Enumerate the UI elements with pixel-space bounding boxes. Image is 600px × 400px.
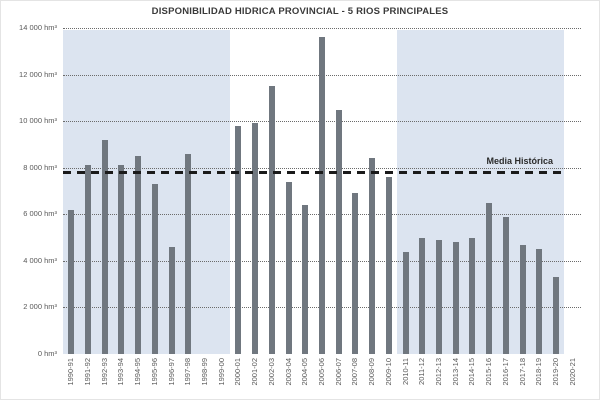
bar-2014-15 <box>469 237 476 354</box>
bar-2001-02 <box>252 123 259 354</box>
y-axis-label: 2 000 hm³ <box>23 302 57 312</box>
x-axis-label: 2008-09 <box>367 358 377 386</box>
bar-2012-13 <box>435 239 442 354</box>
bar-2015-16 <box>486 202 493 354</box>
gridline <box>63 28 581 29</box>
y-axis-label: 10 000 hm³ <box>19 116 57 126</box>
bar-2002-03 <box>268 86 275 354</box>
x-axis-label: 2014-15 <box>467 358 477 386</box>
x-axis-label: 1990-91 <box>66 358 76 386</box>
plot-area: Media Histórica <box>63 28 581 354</box>
media-historica-label: Media Histórica <box>486 156 553 167</box>
bar-1992-93 <box>101 139 108 354</box>
bar-2004-05 <box>302 204 309 354</box>
x-axis-label: 2011-12 <box>417 358 427 385</box>
x-axis-label: 2012-13 <box>433 358 443 386</box>
x-axis-label: 1995-96 <box>149 358 159 386</box>
x-axis-label: 2018-19 <box>534 358 544 386</box>
x-axis-label: 2016-17 <box>500 358 510 386</box>
chart-title: DISPONIBILIDAD HIDRICA PROVINCIAL - 5 RI… <box>151 6 449 17</box>
y-axis-label: 12 000 hm³ <box>19 69 57 79</box>
bar-1991-92 <box>85 165 92 354</box>
bar-2018-19 <box>536 249 543 354</box>
x-axis-label: 1999-00 <box>216 358 226 386</box>
bar-2019-20 <box>552 277 559 354</box>
y-axis-label: 0 hm³ <box>37 349 57 358</box>
x-axis-label: 1996-97 <box>166 358 176 386</box>
x-axis-label: 2009-10 <box>383 358 393 386</box>
y-axis-label: 4 000 hm³ <box>23 255 57 265</box>
bar-2009-10 <box>385 177 392 354</box>
x-axis-label: 2005-06 <box>317 358 326 386</box>
x-axis-label: 2001-02 <box>250 358 260 386</box>
x-axis-label: 2002-03 <box>266 358 276 386</box>
bar-1996-97 <box>168 246 175 354</box>
bar-2010-11 <box>402 251 409 354</box>
x-axis-label: 2015-16 <box>484 358 494 386</box>
bar-1995-96 <box>151 184 158 354</box>
bar-2000-01 <box>235 125 242 354</box>
bar-2003-04 <box>285 181 292 354</box>
x-axis-label: 2000-01 <box>233 358 243 386</box>
bar-1994-95 <box>135 156 142 354</box>
media-historica-line <box>63 171 561 175</box>
bar-2011-12 <box>419 237 426 354</box>
x-axis-label: 2017-18 <box>517 358 527 386</box>
y-axis-label: 8 000 hm³ <box>23 162 57 172</box>
bar-2007-08 <box>352 193 359 354</box>
bar-2005-06 <box>319 37 325 354</box>
bar-2006-07 <box>335 109 342 354</box>
bar-1990-91 <box>68 209 75 354</box>
x-axis-label: 2013-14 <box>450 358 460 386</box>
x-axis-label: 1992-93 <box>99 358 109 386</box>
bar-1997-98 <box>185 153 192 354</box>
x-axis-label: 2010-11 <box>400 358 410 385</box>
bar-2013-14 <box>452 242 459 354</box>
x-axis-label: 2019-20 <box>550 358 560 386</box>
bar-1993-94 <box>118 165 125 354</box>
x-axis-label: 1994-95 <box>133 358 143 386</box>
bar-2016-17 <box>502 216 509 354</box>
x-axis-label: 2004-05 <box>300 358 310 386</box>
x-axis-label: 1991-92 <box>83 358 93 386</box>
x-axis-label: 1997-98 <box>183 358 193 386</box>
y-axis-label: 6 000 hm³ <box>23 209 57 219</box>
x-axis-label: 2007-08 <box>350 358 360 386</box>
y-axis-label: 14 000 hm³ <box>19 23 57 32</box>
x-axis-label: 2006-07 <box>333 358 343 386</box>
x-axis-label: 1993-94 <box>116 358 126 386</box>
x-axis-label: 1998-99 <box>200 358 210 386</box>
x-axis-label: 2003-04 <box>283 358 293 386</box>
x-axis-label: 2020-21 <box>567 358 577 386</box>
bar-2008-09 <box>369 158 376 354</box>
bar-2017-18 <box>519 244 526 354</box>
